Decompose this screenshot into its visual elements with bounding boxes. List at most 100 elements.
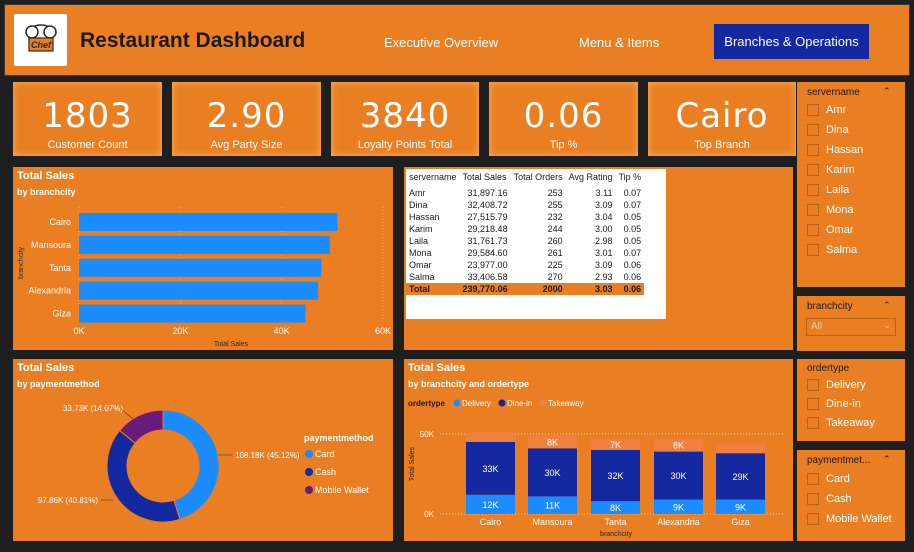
nav-executive-overview[interactable]: Executive Overview (384, 35, 499, 50)
bar[interactable] (79, 304, 306, 323)
column-header[interactable]: servername (409, 172, 457, 182)
chevron-up-icon[interactable]: ⌃ (883, 86, 891, 96)
server-table: servername Total Sales Total Orders Avg Rat… (406, 169, 645, 295)
table-cell: 0.07 (623, 248, 642, 258)
table-cell: 0.05 (623, 212, 642, 222)
legend-label[interactable]: Delivery (462, 399, 491, 408)
kpi-label: Tip % (549, 139, 578, 151)
checkbox[interactable] (807, 124, 819, 136)
stacked-bar-segment[interactable] (654, 499, 703, 514)
checkbox[interactable] (807, 204, 819, 216)
stacked-bar-segment[interactable] (466, 432, 515, 442)
table-cell: 260 (547, 236, 563, 246)
y-tick-label: Tanta (49, 263, 71, 273)
chevron-down-icon: ⌄ (882, 320, 891, 331)
table-cell: 31,897.16 (467, 188, 508, 198)
segment-data-label: 30K (544, 468, 560, 478)
checkbox[interactable] (807, 513, 819, 525)
checkbox[interactable] (807, 144, 819, 156)
slicer-item[interactable]: Mona (807, 204, 863, 216)
donut-slice[interactable] (106, 429, 181, 523)
chevron-up-icon[interactable]: ⌃ (883, 454, 891, 464)
stacked-bar-segment[interactable] (716, 453, 765, 500)
slicer-item-label: Delivery (826, 379, 866, 391)
y-axis-label: branchcity (18, 247, 25, 279)
checkbox[interactable] (807, 184, 819, 196)
slicer-item[interactable]: Dina (807, 124, 863, 136)
x-tick-label: 40K (274, 326, 290, 336)
nav-menu-items[interactable]: Menu & Items (579, 35, 660, 50)
stacked-bar-segment[interactable] (654, 438, 703, 452)
table-cell: 29,584.60 (467, 248, 508, 258)
segment-data-label: 8K (610, 503, 621, 513)
server-table-panel: servername Total Sales Total Orders Avg Rat… (404, 167, 793, 350)
checkbox[interactable] (807, 379, 819, 391)
slicer-item[interactable]: Laila (807, 184, 863, 196)
stacked-bar-segment[interactable] (466, 494, 515, 514)
slicer-item[interactable]: Salma (807, 244, 863, 256)
table-cell: 225 (547, 260, 563, 270)
y-tick-label: Mansoura (31, 240, 71, 250)
stacked-bar-segment[interactable] (466, 442, 515, 495)
slicer-item[interactable]: Cash (807, 493, 892, 505)
table-cell: 0.05 (623, 224, 642, 234)
column-header[interactable]: Total Orders (513, 172, 563, 182)
bar[interactable] (79, 258, 322, 277)
nav-branches-operations[interactable]: Branches & Operations (714, 24, 869, 59)
bar[interactable] (79, 281, 319, 300)
stacked-bar-segment[interactable] (591, 450, 640, 502)
checkbox[interactable] (807, 164, 819, 176)
branchcity-dropdown[interactable]: All ⌄ (806, 318, 896, 336)
column-header[interactable]: Tip % (618, 172, 642, 182)
legend-label[interactable]: Dine-in (507, 399, 532, 408)
bar[interactable] (79, 213, 338, 231)
slicer-item[interactable]: Omar (807, 224, 863, 236)
legend-label[interactable]: Takeaway (548, 399, 584, 408)
table-total-row: Total 239,770.06 2000 3.03 0.06 (406, 283, 645, 295)
checkbox[interactable] (807, 417, 819, 429)
slicer-item-label: Mona (826, 204, 854, 216)
bar[interactable] (79, 235, 330, 254)
checkbox[interactable] (807, 473, 819, 485)
chevron-up-icon[interactable]: ⌃ (883, 300, 891, 310)
y-tick-label: Giza (52, 309, 71, 319)
legend-swatch (305, 468, 313, 476)
column-header[interactable]: Avg Rating (568, 172, 613, 182)
donut-slice[interactable] (162, 409, 220, 521)
column-header[interactable]: Total Sales (462, 172, 507, 182)
stacked-bar-segment[interactable] (654, 451, 703, 500)
checkbox[interactable] (807, 224, 819, 236)
slicer-item[interactable]: Card (807, 473, 892, 485)
slicer-item[interactable]: Delivery (807, 379, 875, 391)
legend-label[interactable]: Card (315, 449, 335, 459)
y-tick-label: Cairo (49, 217, 71, 227)
stacked-bar-segment[interactable] (528, 496, 577, 514)
stacked-bar-segment[interactable] (591, 438, 640, 450)
branch-ordertype-stacked-chart: ordertype Delivery Dine-in Takeaway 50K 0K Tot… (408, 399, 784, 538)
total-cell: Total (406, 283, 460, 295)
legend-label[interactable]: Mobile Wallet (315, 485, 369, 495)
checkbox[interactable] (807, 104, 819, 116)
table-cell: Laila (409, 236, 429, 246)
table-cell: 3.11 (595, 188, 613, 198)
slicer-item[interactable]: Amr (807, 104, 863, 116)
checkbox[interactable] (807, 244, 819, 256)
slicer-item[interactable]: Mobile Wallet (807, 513, 892, 525)
donut-slice[interactable] (118, 409, 164, 444)
slicer-item[interactable]: Karim (807, 164, 863, 176)
stacked-bar-segment[interactable] (716, 443, 765, 454)
stacked-bar-segment[interactable] (528, 435, 577, 449)
slicer-item[interactable]: Hassan (807, 144, 863, 156)
segment-data-label: 11K (545, 501, 560, 511)
kpi-value: 2.90 (206, 96, 287, 136)
stacked-bar-segment[interactable] (591, 501, 640, 514)
checkbox[interactable] (807, 398, 819, 410)
kpi-label: Top Branch (694, 139, 750, 151)
slicer-item[interactable]: Takeaway (807, 417, 875, 429)
legend-label[interactable]: Cash (315, 467, 336, 477)
stacked-bar-segment[interactable] (528, 448, 577, 497)
slicer-item[interactable]: Dine-in (807, 398, 875, 410)
stacked-bar-segment[interactable] (716, 499, 765, 514)
table-cell: 232 (547, 212, 563, 222)
checkbox[interactable] (807, 493, 819, 505)
